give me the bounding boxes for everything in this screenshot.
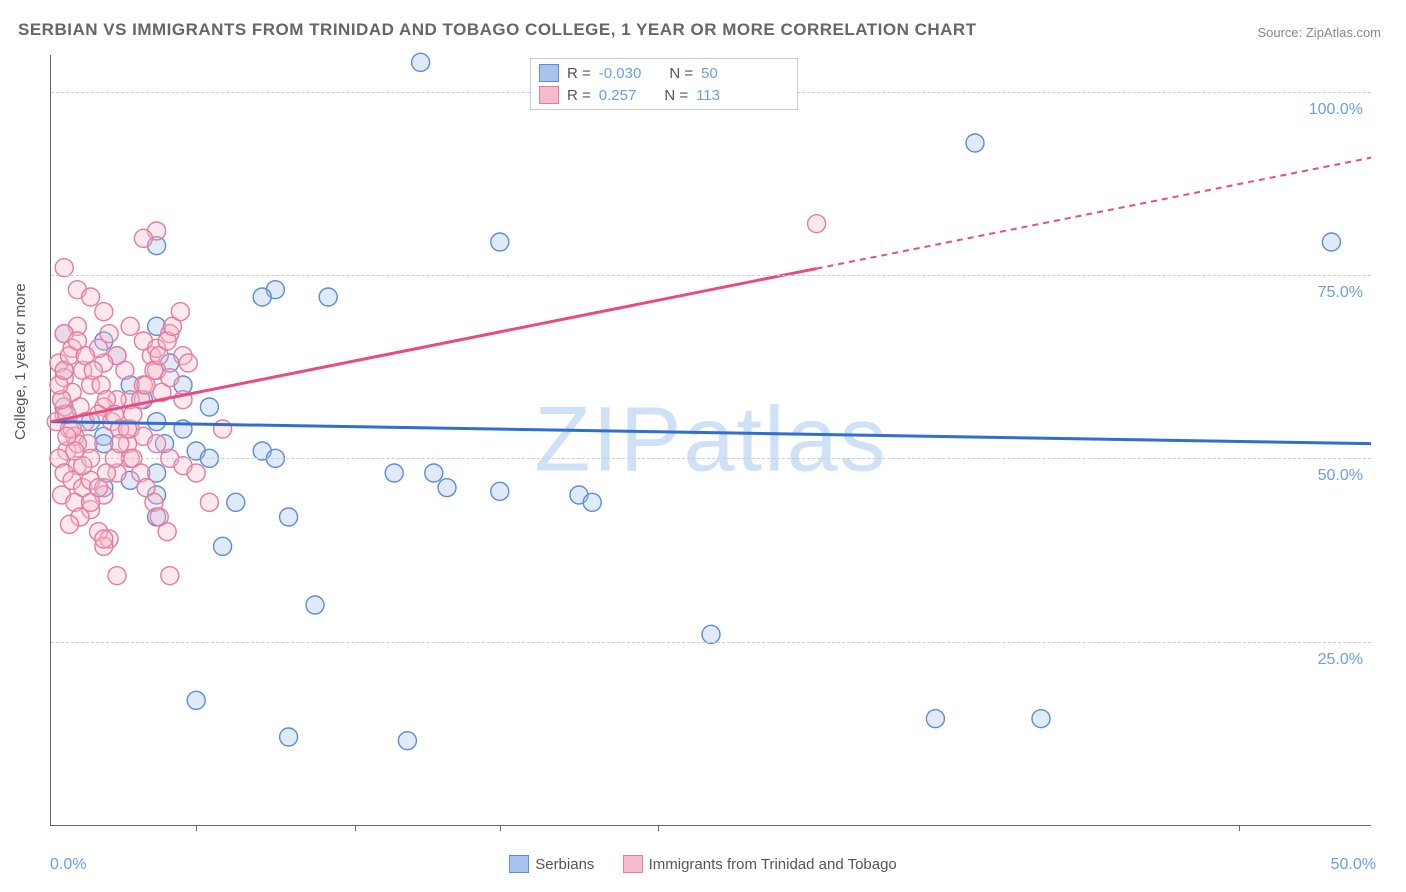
legend-N-label: N =: [669, 65, 693, 82]
scatter-point: [187, 464, 205, 482]
chart-source: Source: ZipAtlas.com: [1257, 25, 1381, 40]
scatter-point: [161, 567, 179, 585]
scatter-point: [58, 427, 76, 445]
chart-title: SERBIAN VS IMMIGRANTS FROM TRINIDAD AND …: [18, 20, 977, 40]
x-tick: [658, 825, 659, 831]
legend-item-serbians: Serbians: [509, 855, 594, 873]
scatter-point: [158, 523, 176, 541]
scatter-point: [702, 625, 720, 643]
x-tick: [196, 825, 197, 831]
scatter-point: [108, 567, 126, 585]
x-label-right: 50.0%: [1331, 856, 1376, 874]
x-tick: [355, 825, 356, 831]
scatter-point: [200, 398, 218, 416]
legend-N1-value: 50: [701, 65, 718, 82]
plot-area: ZIPatlas 25.0%50.0%75.0%100.0%: [50, 55, 1371, 826]
scatter-point: [55, 259, 73, 277]
scatter-point: [412, 53, 430, 71]
legend-row-series1: R = -0.030 N = 50: [539, 62, 789, 84]
legend-swatch-2: [539, 86, 559, 104]
scatter-point: [95, 303, 113, 321]
y-tick-label: 75.0%: [1318, 284, 1363, 302]
y-tick-label: 25.0%: [1318, 651, 1363, 669]
scatter-point: [966, 134, 984, 152]
series-legend: Serbians Immigrants from Trinidad and To…: [0, 855, 1406, 877]
scatter-point: [214, 537, 232, 555]
scatter-point: [100, 325, 118, 343]
gridline: [51, 458, 1371, 459]
correlation-chart: SERBIAN VS IMMIGRANTS FROM TRINIDAD AND …: [0, 0, 1406, 892]
scatter-point: [214, 420, 232, 438]
x-tick: [500, 825, 501, 831]
y-axis-label: College, 1 year or more: [12, 283, 29, 440]
scatter-point: [60, 515, 78, 533]
scatter-point: [200, 493, 218, 511]
scatter-svg: [51, 55, 1371, 825]
legend-R2-value: 0.257: [599, 87, 637, 104]
y-tick-label: 50.0%: [1318, 467, 1363, 485]
gridline: [51, 642, 1371, 643]
scatter-point: [385, 464, 403, 482]
scatter-point: [1032, 710, 1050, 728]
legend-label-trinidad: Immigrants from Trinidad and Tobago: [649, 856, 897, 873]
scatter-point: [148, 413, 166, 431]
scatter-point: [148, 435, 166, 453]
scatter-point: [253, 288, 271, 306]
x-tick: [1239, 825, 1240, 831]
legend-swatch-1: [539, 64, 559, 82]
scatter-point: [134, 229, 152, 247]
correlation-legend: R = -0.030 N = 50 R = 0.257 N = 113: [530, 58, 798, 110]
scatter-point: [82, 288, 100, 306]
scatter-point: [1322, 233, 1340, 251]
legend-R-label: R =: [567, 65, 591, 82]
scatter-point: [306, 596, 324, 614]
scatter-point: [583, 493, 601, 511]
scatter-point: [425, 464, 443, 482]
y-tick-label: 100.0%: [1309, 101, 1363, 119]
scatter-point: [179, 354, 197, 372]
scatter-point: [491, 482, 509, 500]
scatter-point: [438, 479, 456, 497]
scatter-point: [319, 288, 337, 306]
scatter-point: [95, 530, 113, 548]
scatter-point: [280, 728, 298, 746]
scatter-point: [227, 493, 245, 511]
legend-swatch-trinidad: [623, 855, 643, 873]
scatter-point: [171, 303, 189, 321]
x-label-left: 0.0%: [50, 856, 86, 874]
scatter-point: [808, 215, 826, 233]
legend-label-serbians: Serbians: [535, 856, 594, 873]
regression-line-dashed: [817, 158, 1371, 269]
scatter-point: [121, 317, 139, 335]
scatter-point: [187, 691, 205, 709]
scatter-point: [491, 233, 509, 251]
legend-N-label: N =: [664, 87, 688, 104]
scatter-point: [280, 508, 298, 526]
legend-swatch-serbians: [509, 855, 529, 873]
regression-line: [51, 422, 1371, 444]
legend-R1-value: -0.030: [599, 65, 642, 82]
scatter-point: [926, 710, 944, 728]
legend-row-series2: R = 0.257 N = 113: [539, 84, 789, 106]
legend-R-label: R =: [567, 87, 591, 104]
scatter-point: [398, 732, 416, 750]
legend-N2-value: 113: [696, 87, 720, 104]
legend-item-trinidad: Immigrants from Trinidad and Tobago: [623, 855, 897, 873]
gridline: [51, 275, 1371, 276]
